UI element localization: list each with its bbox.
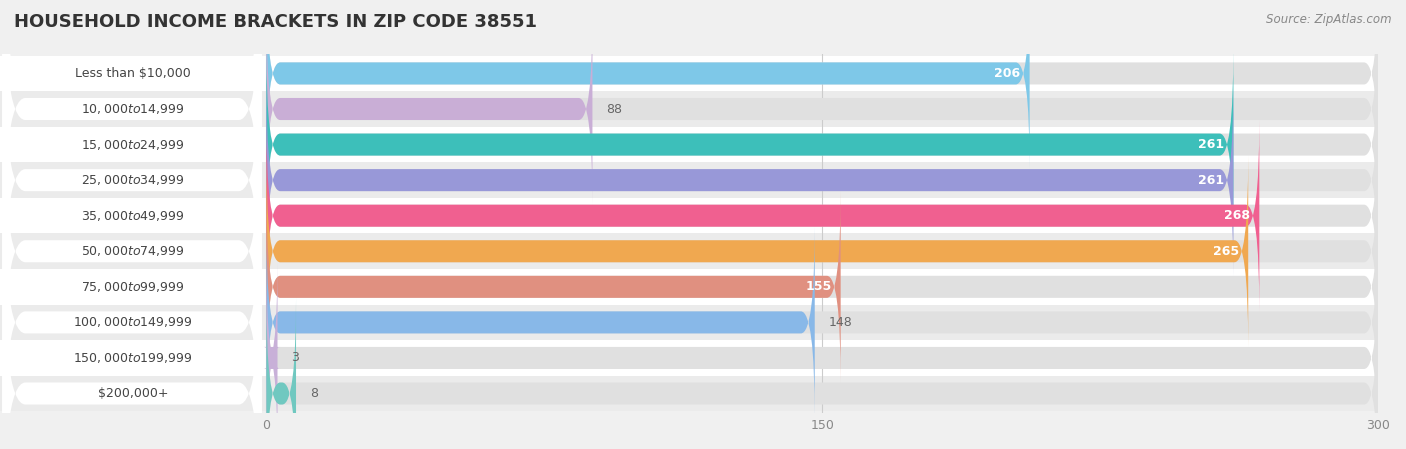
Text: $200,000+: $200,000+ [98, 387, 169, 400]
FancyBboxPatch shape [264, 262, 280, 449]
FancyBboxPatch shape [3, 0, 262, 311]
Bar [0, 269, 1378, 304]
Text: 206: 206 [994, 67, 1021, 80]
FancyBboxPatch shape [3, 191, 262, 449]
FancyBboxPatch shape [266, 84, 1233, 276]
Text: HOUSEHOLD INCOME BRACKETS IN ZIP CODE 38551: HOUSEHOLD INCOME BRACKETS IN ZIP CODE 38… [14, 13, 537, 31]
FancyBboxPatch shape [266, 13, 1378, 205]
FancyBboxPatch shape [266, 0, 1029, 169]
Text: 265: 265 [1213, 245, 1239, 258]
FancyBboxPatch shape [3, 13, 262, 347]
FancyBboxPatch shape [266, 156, 1249, 347]
FancyBboxPatch shape [266, 191, 841, 383]
Text: 268: 268 [1225, 209, 1250, 222]
FancyBboxPatch shape [266, 298, 1378, 449]
Text: $100,000 to $149,999: $100,000 to $149,999 [73, 315, 193, 330]
FancyBboxPatch shape [266, 120, 1260, 311]
Bar [0, 340, 1378, 376]
FancyBboxPatch shape [266, 120, 1378, 311]
Bar [0, 91, 1378, 127]
Text: Less than $10,000: Less than $10,000 [76, 67, 191, 80]
Text: $25,000 to $34,999: $25,000 to $34,999 [82, 173, 186, 187]
Text: $35,000 to $49,999: $35,000 to $49,999 [82, 209, 186, 223]
FancyBboxPatch shape [266, 84, 1378, 276]
Text: $15,000 to $24,999: $15,000 to $24,999 [82, 137, 186, 152]
Text: $10,000 to $14,999: $10,000 to $14,999 [82, 102, 186, 116]
FancyBboxPatch shape [266, 13, 592, 205]
Bar [0, 127, 1378, 163]
Text: 3: 3 [291, 352, 299, 365]
Text: 261: 261 [1198, 174, 1225, 187]
Text: $150,000 to $199,999: $150,000 to $199,999 [73, 351, 193, 365]
FancyBboxPatch shape [266, 227, 1378, 418]
FancyBboxPatch shape [266, 227, 814, 418]
FancyBboxPatch shape [3, 0, 262, 276]
Text: 155: 155 [806, 280, 831, 293]
FancyBboxPatch shape [3, 227, 262, 449]
Text: 148: 148 [828, 316, 852, 329]
Text: 8: 8 [309, 387, 318, 400]
FancyBboxPatch shape [266, 0, 1378, 169]
Text: 88: 88 [606, 102, 623, 115]
FancyBboxPatch shape [3, 120, 262, 449]
Text: $50,000 to $74,999: $50,000 to $74,999 [82, 244, 186, 258]
FancyBboxPatch shape [266, 298, 297, 449]
Text: Source: ZipAtlas.com: Source: ZipAtlas.com [1267, 13, 1392, 26]
FancyBboxPatch shape [3, 0, 262, 240]
FancyBboxPatch shape [266, 49, 1233, 240]
FancyBboxPatch shape [266, 191, 1378, 383]
Text: $75,000 to $99,999: $75,000 to $99,999 [82, 280, 186, 294]
Bar [0, 304, 1378, 340]
FancyBboxPatch shape [266, 49, 1378, 240]
FancyBboxPatch shape [3, 49, 262, 383]
Bar [0, 198, 1378, 233]
Bar [0, 163, 1378, 198]
Text: 261: 261 [1198, 138, 1225, 151]
FancyBboxPatch shape [3, 156, 262, 449]
Bar [0, 56, 1378, 91]
FancyBboxPatch shape [3, 84, 262, 418]
FancyBboxPatch shape [266, 156, 1378, 347]
Bar [0, 233, 1378, 269]
Bar [0, 376, 1378, 411]
FancyBboxPatch shape [266, 262, 1378, 449]
